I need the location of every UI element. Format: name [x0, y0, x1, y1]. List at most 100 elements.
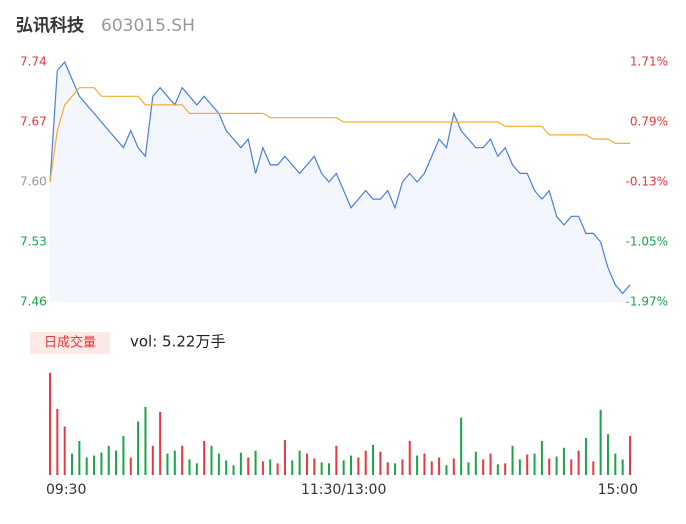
volume-bar: [621, 459, 624, 475]
volume-bar: [269, 459, 272, 475]
volume-bar: [379, 451, 382, 475]
volume-bar: [401, 459, 404, 475]
volume-bar: [195, 463, 198, 475]
volume-bar: [261, 461, 264, 475]
volume-bar: [85, 457, 88, 475]
price-line: [49, 60, 631, 295]
y-tick-label: 7.46: [20, 295, 47, 309]
volume-bar: [372, 444, 375, 475]
volume-bar: [291, 460, 294, 475]
volume-bar: [188, 459, 191, 475]
volume-bar: [518, 459, 521, 475]
volume-label-box: [30, 332, 110, 354]
volume-bar: [606, 434, 609, 475]
volume-bar: [533, 453, 536, 475]
volume-bar: [511, 445, 514, 475]
volume-bar: [173, 450, 176, 475]
volume-bar: [100, 452, 103, 475]
volume-bar: [137, 421, 140, 475]
x-tick-label: 11:30/13:00: [301, 482, 386, 498]
stock-name: 弘讯科技: [16, 15, 85, 36]
volume-bar: [151, 445, 154, 475]
volume-bar: [320, 462, 323, 475]
y-tick-label: 7.74: [20, 55, 47, 69]
average-line: [49, 87, 630, 183]
volume-bar: [474, 451, 477, 475]
volume-bar: [254, 450, 257, 475]
volume-bar: [416, 455, 419, 475]
volume-bar: [445, 465, 448, 475]
volume-bar: [335, 445, 338, 475]
volume-bar: [548, 458, 551, 475]
volume-bar: [438, 457, 441, 475]
volume-bar: [305, 453, 308, 475]
volume-bar: [232, 465, 235, 475]
volume-bar: [129, 457, 132, 475]
volume-bar: [482, 459, 485, 475]
volume-bar: [107, 445, 110, 475]
volume-bar: [592, 461, 595, 475]
volume-bar: [357, 457, 360, 475]
volume-bar: [386, 462, 389, 475]
volume-bar: [555, 456, 558, 475]
volume-bar: [225, 460, 228, 475]
y2-tick-label: 0.79%: [630, 115, 668, 129]
volume-bar: [496, 464, 499, 475]
volume-bar: [562, 447, 565, 475]
volume-bar: [467, 462, 470, 475]
volume-bar: [629, 436, 631, 475]
volume-bar: [122, 436, 125, 475]
volume-bar: [49, 372, 51, 475]
volume-bar: [298, 450, 301, 475]
volume-bar: [115, 450, 118, 475]
volume-bar: [408, 440, 411, 475]
volume-bar: [327, 463, 330, 475]
y-tick-label: 7.67: [20, 115, 47, 129]
volume-bar: [93, 455, 96, 475]
volume-bar: [203, 440, 206, 475]
volume-bar: [283, 439, 286, 475]
volume-bar: [489, 453, 492, 475]
volume-bar: [364, 450, 367, 475]
volume-bar: [540, 440, 543, 475]
volume-bar: [342, 460, 345, 475]
volume-bar: [452, 458, 455, 475]
volume-bar: [144, 406, 147, 475]
y2-tick-label: -0.13%: [626, 175, 668, 189]
volume-annotation: vol: 5.22万手: [130, 333, 225, 351]
volume-bar: [526, 454, 529, 475]
volume-bar: [423, 453, 426, 475]
volume-bar: [78, 440, 81, 475]
volume-bar: [570, 459, 573, 475]
volume-bar: [210, 445, 213, 475]
volume-bar: [247, 457, 250, 475]
y-tick-label: 7.60: [20, 175, 47, 189]
volume-bar: [614, 453, 617, 475]
volume-bar: [430, 461, 433, 475]
volume-bar: [504, 463, 507, 475]
volume-bar: [394, 463, 397, 475]
x-tick-label: 09:30: [46, 482, 86, 498]
y2-tick-label: 1.71%: [630, 55, 668, 69]
volume-bar: [313, 458, 316, 475]
volume-bar: [599, 409, 602, 475]
y2-tick-label: -1.05%: [626, 235, 668, 249]
volume-bar: [584, 438, 587, 475]
volume-bar: [460, 417, 463, 475]
volume-bar: [276, 463, 279, 475]
volume-bar: [217, 453, 220, 475]
volume-bar: [181, 445, 184, 475]
volume-bar: [56, 408, 59, 475]
volume-bar: [350, 455, 353, 475]
y-tick-label: 7.53: [20, 235, 47, 249]
y2-tick-label: -1.97%: [626, 295, 668, 309]
volume-bar: [71, 453, 74, 475]
volume-label: 日成交量: [44, 335, 96, 351]
volume-bar: [159, 411, 162, 475]
volume-bar: [239, 452, 242, 475]
stock-code: 603015.SH: [101, 16, 195, 36]
volume-bar: [577, 450, 580, 475]
volume-bar: [63, 426, 66, 475]
x-tick-label: 15:00: [598, 482, 638, 498]
